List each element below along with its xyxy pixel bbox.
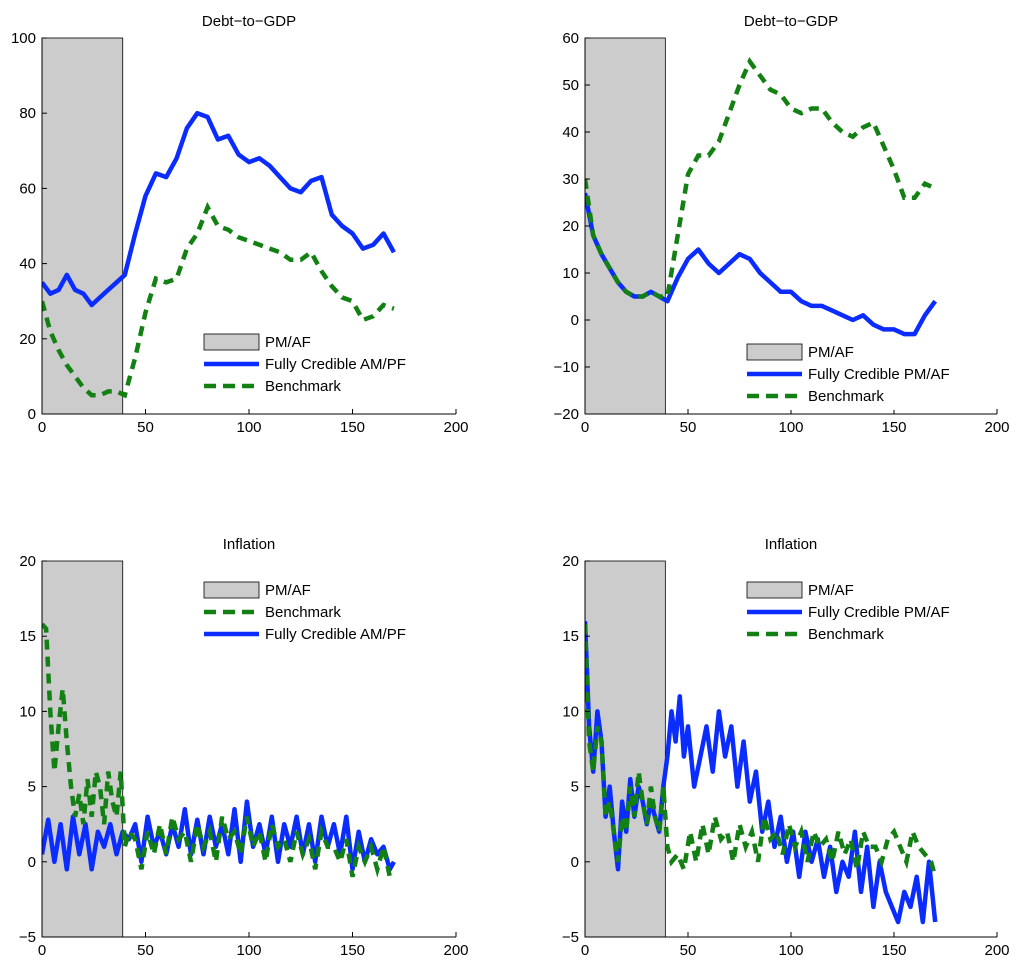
y-tick-label: 20 [19,553,36,570]
x-tick-label: 200 [443,419,468,436]
x-tick-label: 50 [680,419,697,436]
y-tick-label: 60 [562,30,579,47]
chart-title: Debt−to−GDP [744,13,838,30]
chart-panel-2: 0 50 100 150 200 −20 −10 0 10 20 30 40 50 60 Debt−to−G… [554,13,1010,436]
x-tick-label: 50 [137,419,154,436]
legend-label: Fully Credible PM/AF [808,366,950,383]
legend-label: PM/AF [265,582,311,599]
x-tick-label: 0 [38,419,46,436]
chart-panel-4: 0 50 100 150 200−505101520InflationPM/AFFull… [562,536,1010,959]
chart-panel-3: 0 50 100 150 200−505101520InflationPM/AFBenc… [19,536,469,959]
series-line-benchmark [42,622,394,880]
y-tick-label: 15 [562,628,579,645]
chart-panel-1: 0 50 100 150 200 0 20 40 60 80 100 Debt−to−GDP PM/AF… [11,13,469,436]
x-tick-label: 200 [984,419,1009,436]
series-line-fully-credible [42,110,396,308]
legend: PM/AF Fully Credible PM/AF Benchmark [745,338,995,410]
y-tick-label: −10 [554,359,579,376]
y-tick-label: 40 [562,124,579,141]
y-tick-label: 100 [11,30,36,47]
legend: PM/AF Fully Credible PM/AF Benchmark [745,576,995,648]
x-tick-label: 200 [984,942,1009,959]
x-tick-label: 100 [236,419,261,436]
y-tick-label: 10 [562,703,579,720]
y-tick-label: −20 [554,406,579,423]
y-tick-label: −5 [19,929,36,946]
legend-swatch-shaded [746,343,803,361]
legend: PM/AF Fully Credible AM/PF Benchmark [202,328,452,400]
x-tick-label: 0 [581,419,589,436]
y-tick-label: 0 [571,312,579,329]
series-line-benchmark [42,201,395,399]
series-line-benchmark [585,57,937,299]
legend-label: Fully Credible AM/PF [265,356,406,373]
y-tick-label: 80 [19,105,36,122]
legend: PM/AF Benchmark Fully Credible AM/PF [202,576,452,648]
y-tick-label: 20 [562,218,579,235]
chart-title: Inflation [765,536,818,553]
legend-swatch-shaded [746,581,803,599]
legend-swatch-shaded [203,581,260,599]
y-tick-label: 0 [571,854,579,871]
x-tick-label: 200 [443,942,468,959]
y-tick-label: 40 [19,256,36,273]
series-line-benchmark [585,624,938,878]
y-tick-label: 50 [562,77,579,94]
x-tick-label: 100 [778,942,803,959]
series-line-fully-credible [585,192,938,337]
y-tick-label: 60 [19,180,36,197]
y-tick-label: 0 [28,406,36,423]
y-tick-label: 15 [19,628,36,645]
legend-label: PM/AF [808,582,854,599]
legend-label: Benchmark [808,388,884,405]
x-tick-label: 150 [881,942,906,959]
legend-swatch-shaded [203,333,260,351]
y-tick-label: 10 [562,265,579,282]
x-tick-label: 100 [236,942,261,959]
x-tick-label: 50 [137,942,154,959]
x-tick-label: 0 [38,942,46,959]
shaded-region-pm-af [584,37,666,415]
x-tick-label: 50 [680,942,697,959]
legend-label: Benchmark [808,626,884,643]
y-tick-label: 5 [28,779,36,796]
chart-title: Debt−to−GDP [202,13,296,30]
chart-title: Inflation [223,536,276,553]
y-tick-label: 5 [571,779,579,796]
legend-label: Fully Credible PM/AF [808,604,950,621]
legend-label: Benchmark [265,378,341,395]
legend-label: PM/AF [265,334,311,351]
shaded-region-pm-af [584,560,666,938]
legend-label: Benchmark [265,604,341,621]
shaded-region-pm-af [41,37,124,415]
x-tick-label: 0 [581,942,589,959]
y-tick-label: −5 [562,929,579,946]
legend-label: PM/AF [808,344,854,361]
y-tick-label: 0 [28,854,36,871]
y-tick-label: 10 [19,703,36,720]
x-tick-label: 150 [340,419,365,436]
x-tick-label: 100 [778,419,803,436]
y-tick-label: 20 [562,553,579,570]
y-tick-label: 20 [19,331,36,348]
y-tick-label: 30 [562,171,579,188]
x-tick-label: 150 [881,419,906,436]
legend-label: Fully Credible AM/PF [265,626,406,643]
x-tick-label: 150 [340,942,365,959]
